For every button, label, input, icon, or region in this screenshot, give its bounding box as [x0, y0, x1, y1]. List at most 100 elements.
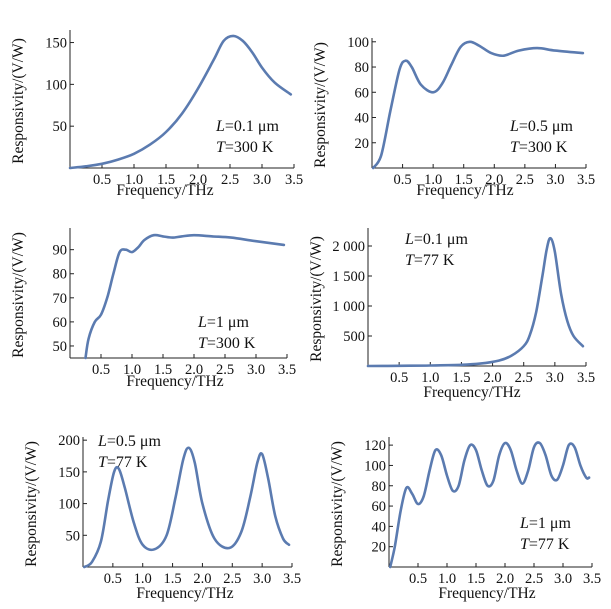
x-tick-label: 1.0 [438, 571, 456, 587]
y-tick-label: 150 [45, 36, 67, 52]
y-tick-label: 100 [58, 497, 80, 513]
x-tick-label: 3.5 [583, 571, 601, 587]
x-axis-label: Frequency/THz [438, 585, 535, 602]
x-tick-label: 3.0 [546, 370, 564, 386]
series-line [68, 34, 293, 170]
chart-panel-5: 0.5 1.0 1.5 2.0 2.5 3.0 3.5 50 100 150 200 Frequenc… [23, 433, 301, 602]
y-tick-label: 200 [58, 433, 80, 449]
annotation-line-2: T=77 K [98, 454, 148, 471]
x-tick-label: 1.0 [123, 362, 141, 378]
chart-panel-1: 0.5 1.0 1.5 2.0 2.5 3.0 3.5 50 100 150 Frequency/T… [10, 30, 303, 199]
y-tick-label: 60 [355, 85, 370, 101]
y-tick-label: 20 [372, 540, 387, 556]
x-tick-label: 2.5 [216, 362, 234, 378]
x-axis-label: Frequency/THz [416, 182, 513, 199]
x-tick-label: 2.5 [221, 172, 239, 188]
x-tick-label: 2.0 [193, 571, 211, 587]
x-tick-label: 3.5 [285, 172, 303, 188]
annotation-line-2: T=77 K [520, 536, 570, 553]
annotation-line-2: T=77 K [405, 252, 455, 269]
y-tick-label: 40 [355, 111, 370, 127]
y-tick-label: 50 [66, 528, 81, 544]
chart-panel-2: 0.5 1.0 1.5 2.0 2.5 3.0 3.5 20 40 60 80 100 Frequenc… [312, 35, 595, 199]
annotation-line-2: T=300 K [216, 139, 274, 156]
x-tick-label: 1.5 [452, 370, 470, 386]
x-tick-label: 2.0 [185, 362, 203, 378]
x-tick-label: 2.0 [484, 370, 502, 386]
x-tick-label: 1.5 [157, 172, 175, 188]
x-axis-label: Frequency/THz [116, 182, 213, 199]
x-tick-label: 1.0 [424, 172, 442, 188]
y-axis-label: Responsivity/(V/W) [308, 236, 325, 362]
x-tick-label: 0.5 [104, 571, 122, 587]
annotation-line-1: L=0.1 μm [215, 118, 280, 135]
series-line [84, 233, 286, 360]
annotation-line-1: L=0.5 μm [509, 118, 574, 135]
x-tick-label: 3.0 [253, 172, 271, 188]
chart-panel-4: 0.5 1.0 1.5 2.0 2.5 3.0 3.5 500 1 000 1 500 2 000 F… [308, 228, 595, 401]
x-tick-label: 2.5 [525, 571, 543, 587]
x-tick-label: 2.0 [189, 172, 207, 188]
annotation-line-1: L=0.1 μm [404, 231, 469, 248]
annotation-line-1: L=1 μm [519, 515, 572, 532]
x-tick-label: 1.5 [455, 172, 473, 188]
series-line [82, 446, 291, 569]
y-tick-label: 100 [364, 458, 386, 474]
y-tick-label: 80 [372, 479, 387, 495]
x-tick-label: 1.0 [125, 172, 143, 188]
x-tick-label: 0.5 [93, 172, 111, 188]
y-axis-label: Responsivity/(V/W) [10, 38, 27, 164]
x-tick-label: 1.5 [467, 571, 485, 587]
y-tick-label: 20 [355, 136, 370, 152]
y-tick-label: 120 [364, 438, 386, 454]
series-line [371, 40, 585, 170]
x-tick-label: 2.5 [516, 172, 534, 188]
y-tick-label: 1 000 [332, 299, 365, 315]
x-tick-label: 3.0 [247, 362, 265, 378]
y-tick-label: 1 500 [332, 269, 365, 285]
y-tick-label: 50 [53, 339, 68, 355]
annotation-line-1: L=0.5 μm [97, 433, 162, 450]
x-tick-label: 3.0 [554, 571, 572, 587]
y-tick-label: 80 [355, 60, 370, 76]
y-tick-label: 60 [372, 499, 387, 515]
x-tick-label: 3.0 [253, 571, 271, 587]
x-tick-label: 1.5 [164, 571, 182, 587]
x-tick-label: 3.5 [577, 370, 595, 386]
y-tick-label: 100 [45, 77, 67, 93]
annotation-line-1: L=1 μm [197, 314, 250, 331]
x-tick-label: 3.5 [577, 172, 595, 188]
x-tick-label: 0.5 [92, 362, 110, 378]
y-axis-label: Responsivity/(V/W) [312, 42, 329, 168]
y-axis-label: Responsivity/(V/W) [23, 441, 40, 567]
x-axis-label: Frequency/THz [423, 384, 520, 401]
y-tick-label: 70 [53, 291, 68, 307]
x-tick-label: 0.5 [390, 370, 408, 386]
x-tick-label: 0.5 [394, 172, 412, 188]
chart-panel-6: 0.5 1.0 1.5 2.0 2.5 3.0 3.5 20 40 60 80 100 120 Frequ… [329, 437, 601, 602]
x-tick-label: 3.5 [278, 362, 296, 378]
x-tick-label: 0.5 [409, 571, 427, 587]
x-tick-label: 1.5 [154, 362, 172, 378]
y-tick-label: 50 [53, 119, 68, 135]
y-tick-label: 100 [347, 35, 369, 51]
annotation-line-2: T=300 K [198, 335, 256, 352]
x-tick-label: 2.0 [485, 172, 503, 188]
y-axis-label: Responsivity/(V/W) [10, 232, 27, 358]
y-tick-label: 2 000 [332, 239, 365, 255]
x-tick-label: 1.0 [421, 370, 439, 386]
x-axis-label: Frequency/THz [126, 373, 223, 390]
x-tick-label: 1.0 [134, 571, 152, 587]
x-tick-label: 3.5 [283, 571, 301, 587]
y-tick-label: 500 [343, 329, 365, 345]
series-line [388, 441, 591, 569]
y-tick-label: 150 [58, 465, 80, 481]
y-axis-label: Responsivity/(V/W) [329, 441, 346, 567]
x-tick-label: 2.0 [496, 571, 514, 587]
annotation-line-2: T=300 K [510, 139, 568, 156]
y-tick-label: 90 [53, 243, 68, 259]
x-axis-label: Frequency/THz [136, 585, 233, 602]
chart-panel-3: 0.5 1.0 1.5 2.0 2.5 3.0 3.5 50 60 70 80 90 Frequency… [10, 228, 296, 390]
y-tick-label: 80 [53, 267, 68, 283]
